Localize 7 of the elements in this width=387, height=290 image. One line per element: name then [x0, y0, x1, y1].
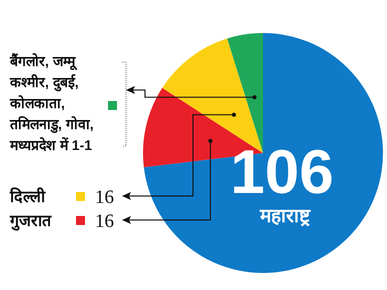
data-label: 16 — [95, 211, 114, 232]
data-label: 106 — [230, 138, 334, 207]
data-label: 16 — [95, 187, 114, 208]
legend-label: गुजरात — [9, 213, 52, 231]
legend-label: दिल्ली — [9, 187, 46, 206]
legend-label: बैंगलोर, जम्मू कश्मीर, दुबई, कोलकाता, तमिलनाडु, गोवा, मध्यप्रदेश में 1-1 — [9, 53, 94, 153]
slice-label: महाराष्ट्र — [259, 206, 311, 227]
